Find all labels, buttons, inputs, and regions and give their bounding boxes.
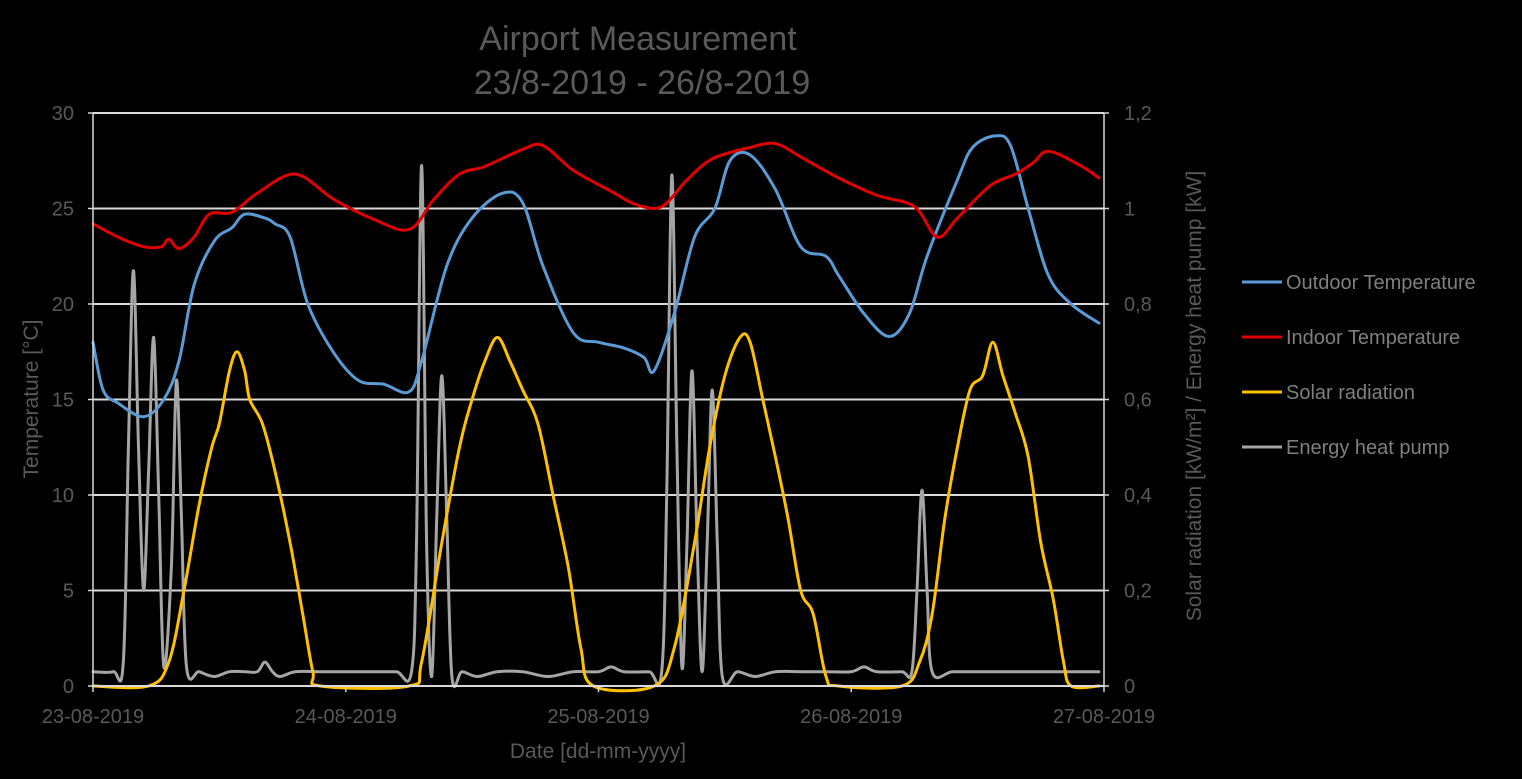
right-ticks: 0 0,2 0,4 0,6 0,8 1 1,2 [1104,103,1152,698]
y-left-tick-label: 5 [63,581,74,603]
y-left-tick-label: 15 [52,390,74,412]
y-right-tick-label: 0 [1124,676,1135,698]
chart-title-line-2: 23/8-2019 - 26/8-2019 [474,64,810,102]
y-right-tick-label: 1 [1124,199,1135,221]
y-axis-right-label: Solar radiation [kW/m²] / Energy heat pu… [1183,171,1206,622]
y-right-tick-label: 1,2 [1124,103,1152,125]
y-left-tick-label: 30 [52,103,74,125]
left-ticks: 0 5 10 15 20 25 30 [52,103,93,698]
series-line-indoor-temperature [91,141,1101,251]
y-right-tick-label: 0,4 [1124,485,1152,507]
legend-label-indoor-temperature: Indoor Temperature [1286,327,1460,349]
y-right-tick-label: 0,8 [1124,294,1152,316]
x-tick-label: 25-08-2019 [547,706,649,728]
x-tick-label: 24-08-2019 [295,706,397,728]
x-ticks: 23-08-2019 24-08-2019 25-08-2019 26-08-2019… [42,686,1155,728]
x-axis-label: Date [dd-mm-yyyy] [510,740,686,763]
series-line-solar-radiation [91,332,1101,693]
series-layer [91,134,1101,693]
legend-label-solar-radiation: Solar radiation [1286,382,1415,404]
y-axis-left-label: Temperature [°C] [20,320,43,479]
series-line-energy-heat-pump [91,164,1101,688]
chart-title-line-1: Airport Measurement [479,20,797,58]
legend: Outdoor Temperature Indoor Temperature Sol… [1242,272,1476,459]
y-left-tick-label: 10 [52,485,74,507]
x-tick-label: 26-08-2019 [800,706,902,728]
x-tick-label: 27-08-2019 [1053,706,1155,728]
legend-label-outdoor-temperature: Outdoor Temperature [1286,272,1476,294]
y-left-tick-label: 20 [52,294,74,316]
y-right-tick-label: 0,2 [1124,581,1152,603]
y-right-tick-label: 0,6 [1124,390,1152,412]
legend-label-energy-heat-pump: Energy heat pump [1286,437,1449,459]
x-tick-label: 23-08-2019 [42,706,144,728]
y-left-tick-label: 0 [63,676,74,698]
gridlines [93,112,1104,592]
series-line-outdoor-temperature [91,134,1101,419]
y-left-tick-label: 25 [52,199,74,221]
